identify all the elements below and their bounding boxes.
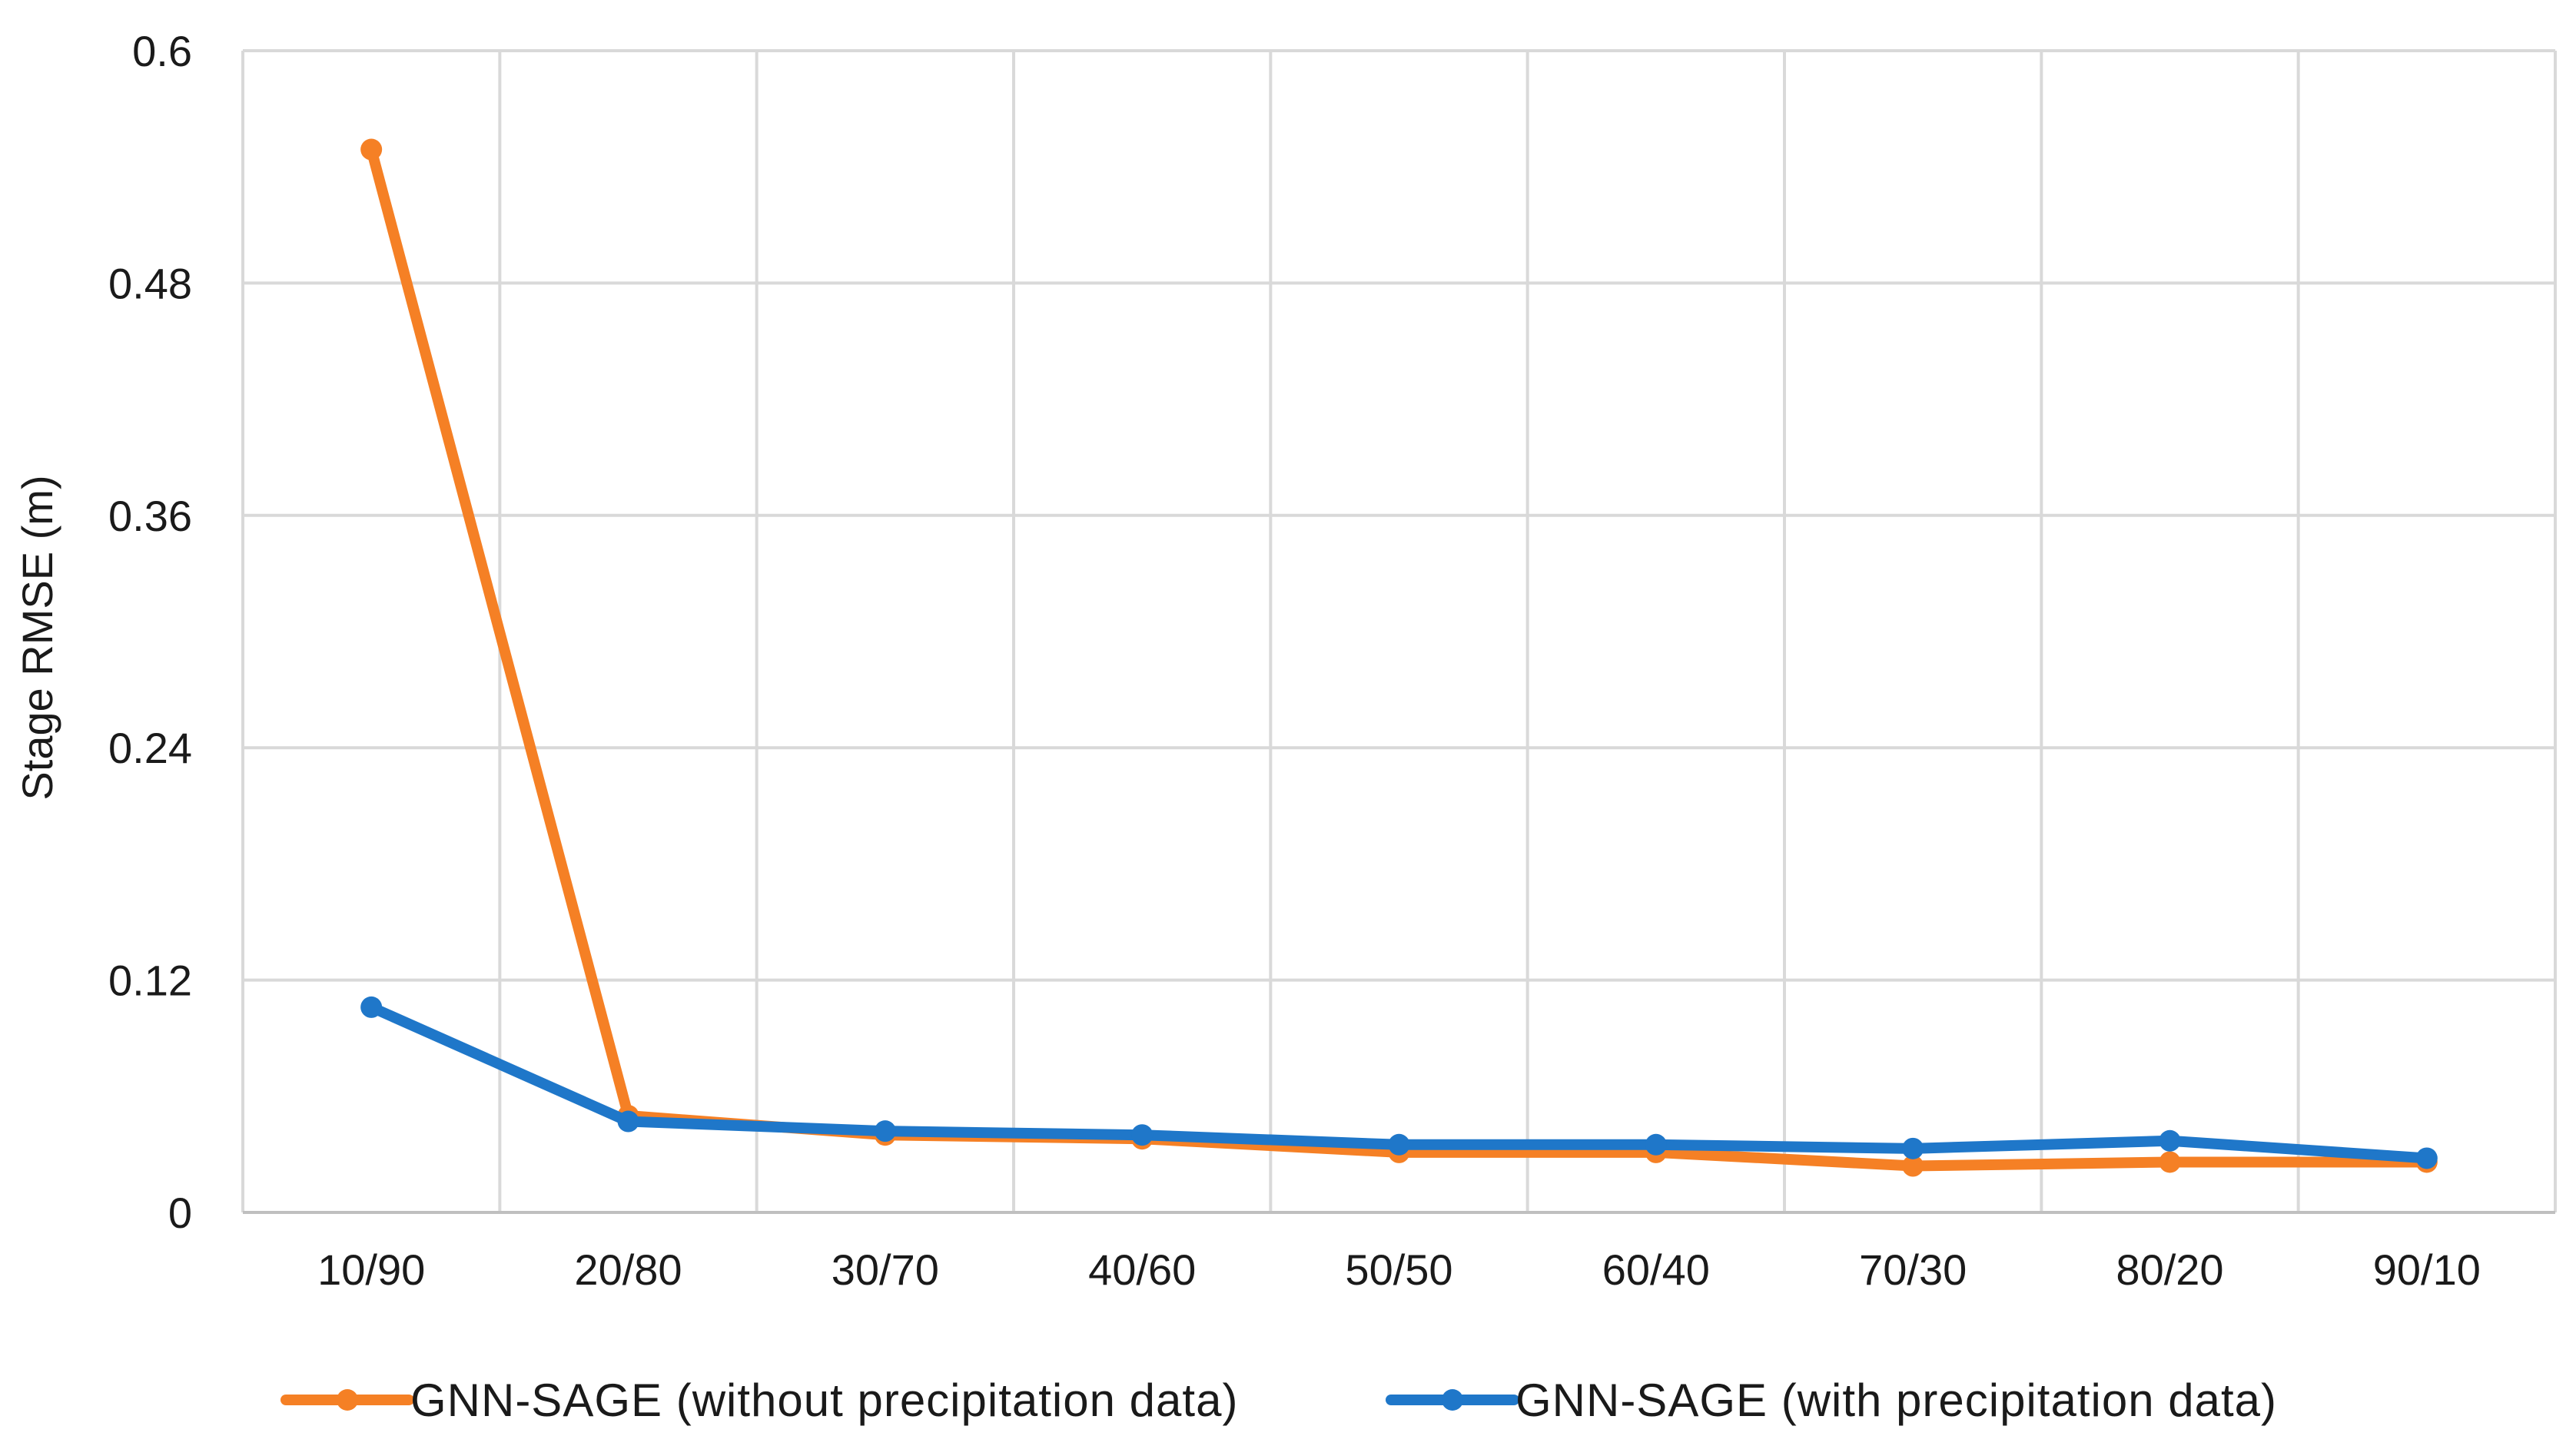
series-1	[360, 138, 2438, 1177]
x-tick-label: 40/60	[1088, 1245, 1196, 1294]
data-point	[2159, 1129, 2181, 1152]
data-point	[1388, 1133, 1410, 1156]
x-tick-label: 10/90	[317, 1245, 425, 1294]
x-tick-label: 50/50	[1345, 1245, 1452, 1294]
x-tick-label: 80/20	[2116, 1245, 2223, 1294]
y-axis-title: Stage RMSE (m)	[13, 475, 61, 800]
data-point	[617, 1110, 639, 1133]
data-point	[1131, 1124, 1154, 1146]
grid	[241, 49, 2557, 1212]
x-tick-label: 60/40	[1602, 1245, 1710, 1294]
data-point	[1902, 1155, 1924, 1177]
data-point	[874, 1120, 896, 1143]
x-tick-label: 20/80	[574, 1245, 682, 1294]
x-tick-label: 90/10	[2373, 1245, 2481, 1294]
y-tick-label: 0.48	[108, 259, 192, 307]
data-point	[2159, 1151, 2181, 1173]
data-point	[1645, 1133, 1667, 1156]
legend: GNN-SAGE (without precipitation data) GNN…	[281, 1375, 2277, 1426]
y-tick-label: 0.24	[108, 724, 192, 772]
series-2	[360, 996, 2438, 1169]
y-tick-label: 0.36	[108, 492, 192, 540]
legend-marker	[337, 1389, 358, 1411]
data-point	[1902, 1137, 1924, 1159]
y-tick-label: 0.6	[132, 27, 192, 75]
legend-label: GNN-SAGE (with precipitation data)	[1515, 1375, 2277, 1426]
legend-label: GNN-SAGE (without precipitation data)	[410, 1375, 1238, 1426]
data-point	[2415, 1147, 2438, 1169]
x-tick-label: 70/30	[1859, 1245, 1967, 1294]
y-tick-label: 0	[168, 1189, 192, 1237]
data-point	[360, 996, 383, 1018]
data-point	[360, 138, 383, 161]
legend-marker	[1442, 1389, 1463, 1411]
legend-item: GNN-SAGE (with precipitation data)	[1386, 1375, 2277, 1426]
series-line	[366, 144, 2432, 1172]
x-tick-label: 30/70	[832, 1245, 939, 1294]
axes: 0 0.12 0.24 0.36 0.48 0.6 10/90 20/80 30/70 40/60…	[108, 27, 2555, 1294]
legend-item: GNN-SAGE (without precipitation data)	[281, 1375, 1238, 1426]
y-tick-label: 0.12	[108, 957, 192, 1005]
series-lines	[360, 138, 2438, 1177]
